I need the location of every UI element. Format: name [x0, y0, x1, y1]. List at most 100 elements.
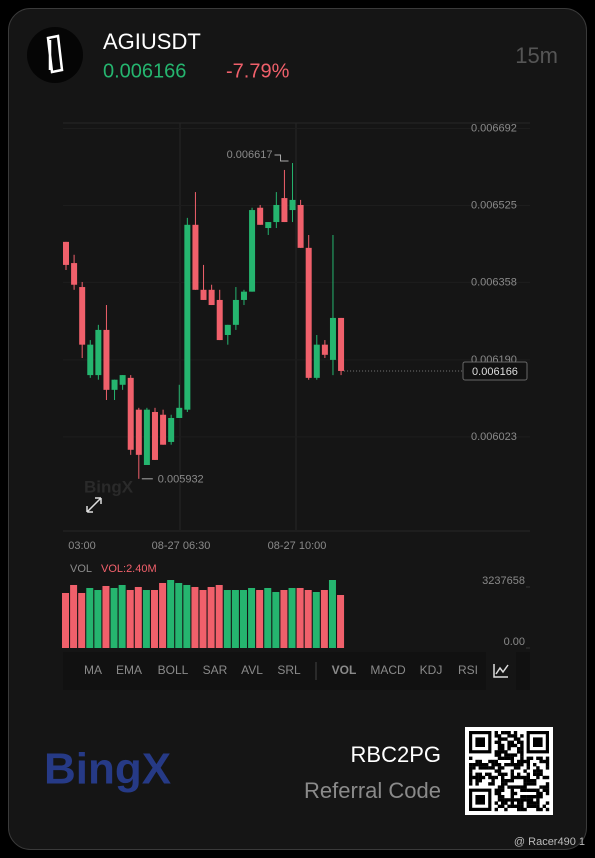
qr-cell	[536, 804, 540, 808]
chart-tool[interactable]	[486, 652, 516, 690]
qr-cell	[517, 785, 521, 789]
volume-value: VOL:2.40M	[101, 563, 157, 575]
qr-cell	[501, 782, 505, 786]
qr-cell	[536, 791, 540, 796]
qr-cell	[517, 750, 521, 754]
qr-cell	[494, 791, 498, 796]
qr-cell	[497, 747, 502, 751]
qr-cell	[520, 734, 524, 738]
qr-cell	[497, 756, 502, 760]
qr-cell	[526, 775, 530, 780]
qr-cell	[469, 766, 473, 770]
indicator-tab[interactable]: MACD	[370, 663, 406, 677]
indicator-tab[interactable]: AVL	[241, 663, 263, 677]
qr-cell	[526, 756, 530, 760]
qr-cell	[478, 766, 482, 770]
qr-cell	[501, 766, 505, 770]
candle-body	[135, 409, 142, 455]
volume-bar	[248, 587, 256, 648]
qr-cell	[475, 782, 479, 786]
qr-cell	[494, 769, 498, 773]
qr-cell	[510, 804, 514, 808]
candle-body	[160, 414, 167, 445]
qr-cell	[545, 788, 550, 792]
qr-cell	[523, 775, 527, 780]
candle-body	[338, 317, 345, 371]
qr-cell	[469, 782, 473, 786]
volume-bar	[134, 586, 142, 648]
y-tick-label: 0.006358	[471, 276, 517, 288]
qr-cell	[533, 801, 537, 805]
qr-cell	[513, 737, 518, 741]
card	[8, 8, 587, 850]
x-tick-label: 08-27 10:00	[268, 540, 327, 552]
indicator-tab[interactable]: KDJ	[420, 663, 443, 677]
qr-pattern	[469, 731, 550, 812]
candle-body	[240, 291, 247, 300]
qr-cell	[523, 785, 527, 789]
qr-cell	[517, 740, 521, 744]
candle-body	[127, 377, 134, 450]
qr-cell	[472, 766, 476, 770]
indicator-tab[interactable]: RSI	[458, 663, 478, 677]
qr-cell	[507, 763, 511, 767]
y-tick-label: 0.006525	[471, 199, 517, 211]
volume-bar	[62, 592, 69, 648]
qr-cell	[526, 772, 530, 776]
qr-cell	[497, 798, 502, 802]
referral-label: Referral Code	[304, 778, 441, 803]
qr-cell	[510, 743, 514, 748]
qr-cell	[497, 766, 502, 770]
qr-cell	[478, 779, 482, 783]
volume-bar	[256, 590, 264, 648]
volume-bar	[110, 587, 118, 648]
volume-bar	[296, 587, 304, 648]
volume-bar	[150, 590, 158, 648]
qr-cell	[497, 753, 502, 757]
qr-cell	[510, 772, 514, 776]
qr-cell	[478, 759, 482, 764]
qr-cell	[478, 772, 482, 776]
indicator-tab[interactable]: SRL	[277, 663, 301, 677]
candle-body	[329, 317, 336, 360]
footer: @ Racer490 1	[514, 836, 585, 848]
indicator-tab[interactable]: SAR	[203, 663, 228, 677]
qr-cell	[501, 772, 505, 776]
indicator-tab[interactable]: VOL	[332, 663, 357, 677]
indicator-tab[interactable]: EMA	[116, 663, 142, 677]
qr-cell	[478, 763, 482, 767]
candle-body	[111, 379, 118, 390]
qr-cell	[510, 753, 514, 757]
qr-cell	[545, 763, 550, 767]
qr-cell	[501, 788, 505, 792]
qr-cell	[513, 775, 518, 780]
qr-cell	[545, 791, 550, 796]
qr-cell	[475, 763, 479, 767]
qr-cell	[545, 801, 550, 805]
qr-cell	[536, 788, 540, 792]
qr-cell	[501, 785, 505, 789]
qr-cell	[536, 766, 540, 770]
volume-bar	[320, 590, 328, 648]
symbol: AGIUSDT	[103, 29, 201, 54]
expand-icon[interactable]	[86, 497, 102, 513]
candle-body	[305, 247, 312, 378]
qr-cell	[494, 775, 498, 780]
indicator-tab[interactable]: MA	[84, 663, 102, 677]
qr-cell	[526, 766, 530, 770]
qr-cell	[491, 775, 495, 780]
qr-cell	[539, 807, 543, 812]
qr-cell	[542, 759, 546, 764]
qr-cell	[481, 775, 486, 780]
volume-bar	[304, 590, 312, 648]
volume-bar	[159, 582, 167, 648]
qr-cell	[517, 766, 521, 770]
qr-cell	[533, 795, 537, 799]
qr-cell	[529, 795, 534, 799]
qr-cell	[504, 731, 508, 735]
qr-cell	[510, 798, 514, 802]
candle-body	[265, 222, 272, 229]
qr-cell	[494, 740, 498, 744]
indicator-tab[interactable]: BOLL	[158, 663, 189, 677]
qr-cell	[497, 791, 502, 796]
